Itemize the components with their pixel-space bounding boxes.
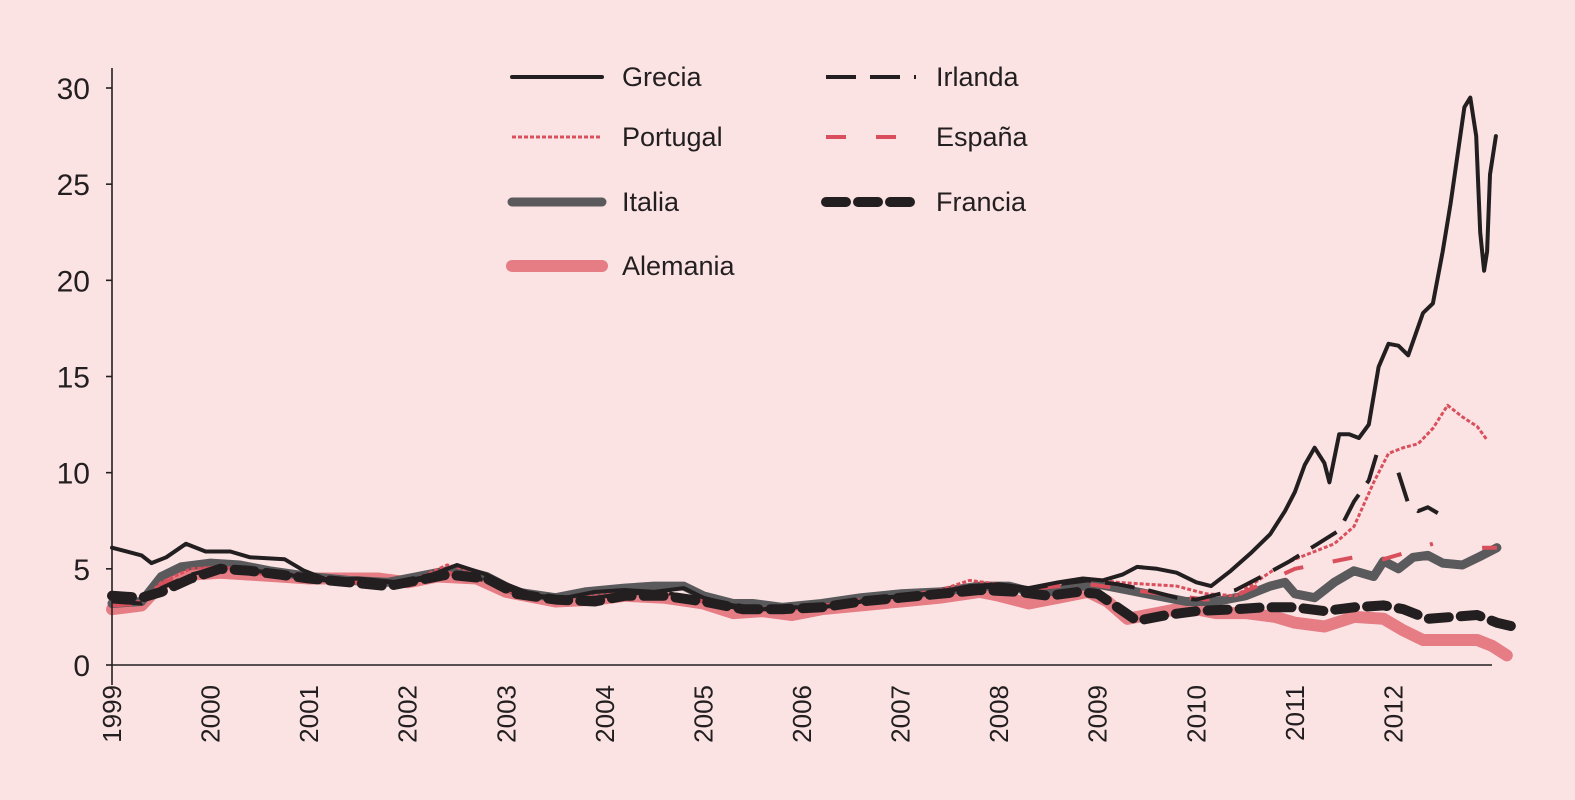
series-line-portugal bbox=[111, 403, 1489, 611]
x-tick-label: 2006 bbox=[787, 685, 817, 743]
x-tick-label: 2012 bbox=[1378, 685, 1408, 743]
x-tick-label: 1999 bbox=[97, 685, 127, 743]
x-tick-label: 2010 bbox=[1181, 685, 1211, 743]
legend: Grecia Irlanda Portugal España Italia Francia… bbox=[506, 62, 1029, 281]
legend-label: Grecia bbox=[622, 62, 703, 92]
legend-item-grecia: Grecia bbox=[510, 62, 703, 92]
legend-label: Irlanda bbox=[936, 62, 1020, 92]
x-tick-label: 2009 bbox=[1083, 685, 1113, 743]
legend-item-francia: Francia bbox=[821, 187, 1027, 217]
x-tick-label: 2008 bbox=[984, 685, 1014, 743]
legend-label: Italia bbox=[622, 187, 680, 217]
y-tick-label: 0 bbox=[73, 650, 90, 683]
y-tick-label: 20 bbox=[57, 265, 90, 298]
legend-item-irlanda: Irlanda bbox=[826, 62, 1020, 92]
axes: 0 5 10 15 20 25 30 1999 2000 2001 2002 2003 2004 2005… bbox=[57, 68, 1492, 743]
y-tick-label: 5 bbox=[73, 554, 90, 587]
legend-item-portugal: Portugal bbox=[512, 122, 723, 152]
x-tick-label: 2001 bbox=[294, 685, 324, 743]
legend-label: España bbox=[936, 122, 1029, 152]
y-tick-label: 10 bbox=[57, 458, 90, 491]
y-tick-label: 30 bbox=[57, 73, 90, 106]
x-tick-label: 2000 bbox=[196, 685, 226, 743]
x-tick-label: 2011 bbox=[1280, 685, 1310, 741]
x-tick-label: 2007 bbox=[886, 685, 916, 743]
y-tick-label: 15 bbox=[57, 362, 90, 395]
x-tick-label: 2005 bbox=[688, 685, 718, 743]
series-layer bbox=[106, 95, 1527, 662]
legend-item-españa: España bbox=[826, 122, 1029, 152]
legend-label: Alemania bbox=[622, 251, 736, 281]
legend-label: Portugal bbox=[622, 122, 723, 152]
legend-label: Francia bbox=[936, 187, 1027, 217]
x-tick-label: 2002 bbox=[393, 685, 423, 743]
legend-item-italia: Italia bbox=[507, 187, 680, 217]
x-tick-label: 2004 bbox=[590, 685, 620, 743]
series-line-grecia bbox=[110, 95, 1498, 612]
legend-item-alemania: Alemania bbox=[506, 251, 736, 281]
x-tick-label: 2003 bbox=[491, 685, 521, 743]
y-tick-label: 25 bbox=[57, 169, 90, 202]
